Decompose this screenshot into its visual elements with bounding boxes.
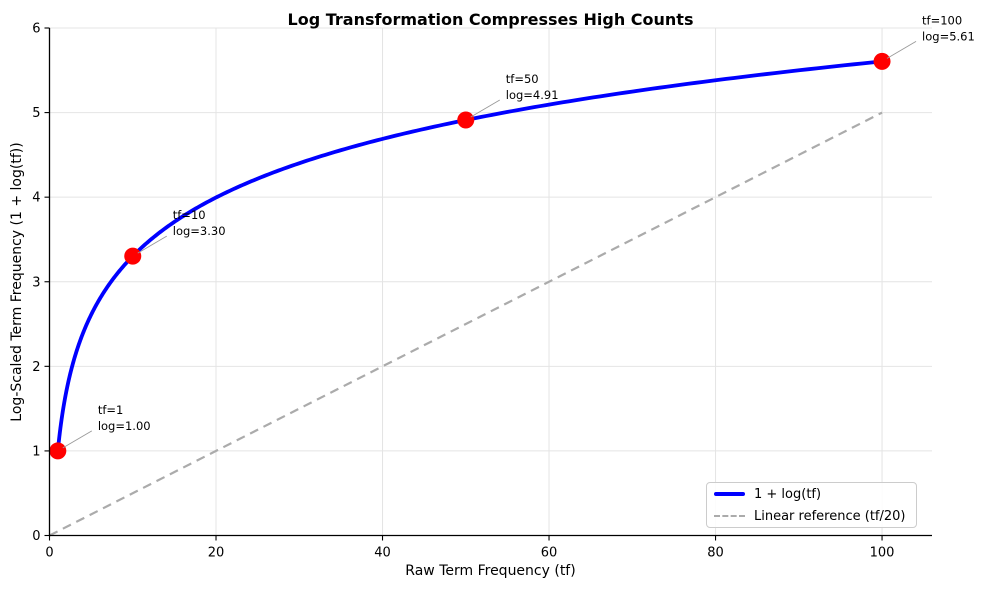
data-point-marker (49, 442, 67, 460)
annotation-log-text: log=1.00 (98, 419, 151, 433)
legend-dashed-line-sample (714, 515, 745, 517)
legend: 1 + log(tf) Linear reference (tf/20) (706, 482, 917, 528)
data-point-marker (457, 111, 475, 129)
y-tick-label: 4 (32, 191, 40, 206)
x-tick-label: 100 (870, 546, 895, 561)
linear-reference-line (49, 111, 883, 537)
x-tick-label: 20 (208, 546, 225, 561)
x-tick-label: 40 (374, 546, 391, 561)
annotation-log-text: log=4.91 (506, 88, 559, 102)
annotation-leader-line (470, 99, 501, 118)
annotation-leader-line (62, 430, 93, 449)
x-tick-label: 80 (707, 546, 724, 561)
annotation-leader-line (137, 235, 167, 254)
legend-entry-log-curve: 1 + log(tf) (714, 487, 916, 502)
annotation-tf-text: tf=10 (173, 208, 206, 222)
legend-label: Linear reference (tf/20) (754, 508, 906, 524)
data-point-marker (124, 247, 142, 265)
legend-entry-linear-reference: Linear reference (tf/20) (714, 509, 916, 524)
legend-label: 1 + log(tf) (754, 486, 822, 502)
y-tick-label: 6 (32, 22, 40, 37)
annotation-tf-text: tf=50 (506, 72, 539, 86)
y-tick-label: 0 (32, 529, 40, 544)
data-point-marker (873, 52, 891, 70)
annotation-leader-line (886, 41, 917, 59)
annotation-log-text: log=5.61 (922, 29, 975, 43)
legend-solid-line-sample (714, 492, 745, 496)
y-tick-label: 1 (32, 444, 40, 459)
annotation-tf-text: tf=100 (922, 13, 962, 27)
annotation-tf-text: tf=1 (98, 403, 124, 417)
y-axis-label: Log-Scaled Term Frequency (1 + log(tf)) (9, 142, 25, 422)
x-axis-label: Raw Term Frequency (tf) (405, 563, 576, 579)
x-tick-label: 60 (541, 546, 558, 561)
annotation-log-text: log=3.30 (173, 224, 226, 238)
x-tick-label: 0 (45, 546, 53, 561)
y-tick-label: 2 (32, 360, 40, 375)
y-tick-label: 5 (32, 106, 40, 121)
y-tick-label: 3 (32, 275, 40, 290)
chart-title: Log Transformation Compresses High Count… (287, 10, 694, 29)
